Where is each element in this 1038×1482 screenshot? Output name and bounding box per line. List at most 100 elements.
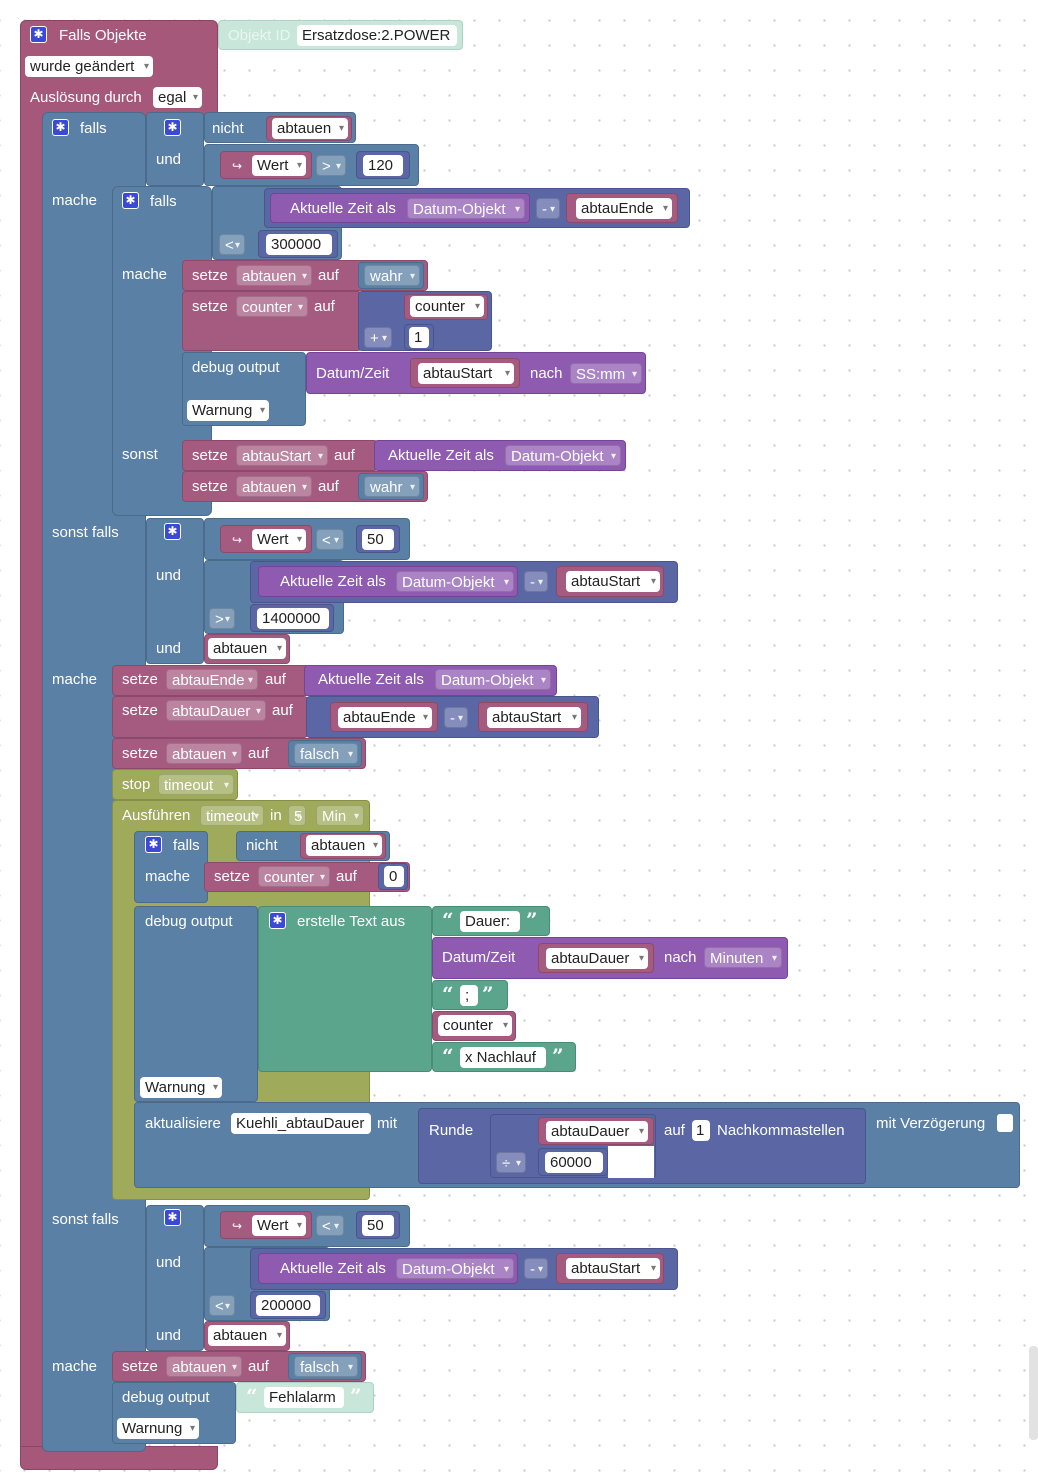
set7-bool-dd[interactable]: falsch — [294, 743, 358, 765]
elseif1-now-dd[interactable]: Datum-Objekt — [396, 571, 514, 593]
debug3-level-dd[interactable]: Warnung — [117, 1418, 199, 1439]
trigger-dropdown[interactable]: wurde geändert — [25, 56, 153, 77]
set4-bool-dd[interactable]: wahr — [364, 476, 420, 498]
set3-now-dd[interactable]: Datum-Objekt — [505, 445, 621, 467]
elseif2-now-dd[interactable]: Datum-Objekt — [396, 1258, 514, 1280]
text-counter-dd[interactable]: counter — [438, 1015, 512, 1036]
timeout-num-field[interactable]: 5 — [288, 805, 306, 827]
set2-var-dd[interactable]: counter — [236, 296, 308, 318]
elseif2-und1: und — [156, 1254, 182, 1271]
timeout-name-dd[interactable]: timeout — [200, 805, 264, 827]
set4-var-dd[interactable]: abtauen — [236, 476, 312, 498]
elseif1-num2-field[interactable]: 1400000 — [257, 608, 329, 629]
cond1-gear-icon[interactable]: ✱ — [164, 119, 181, 136]
timeout-in: in — [270, 807, 282, 824]
inner-if1-abtauende-dd[interactable]: abtauEnde — [576, 198, 672, 219]
elseif2-and-block[interactable] — [146, 1205, 204, 1351]
inner-if1-lt-dd[interactable]: < — [219, 234, 245, 256]
debug1-abtaustart-dd[interactable]: abtauStart — [418, 363, 514, 384]
cond1-and-block[interactable] — [146, 112, 204, 186]
set6-var-dd[interactable]: abtauDauer — [166, 700, 266, 722]
counter-plus-num[interactable]: 1 — [409, 327, 429, 348]
elseif1-wert-dd[interactable]: Wert — [252, 529, 306, 550]
debug2-level-dd[interactable]: Warnung — [140, 1077, 222, 1098]
divide-num-field[interactable]: 60000 — [545, 1152, 603, 1173]
set5-var-dd[interactable]: abtauEnde — [166, 669, 258, 691]
cond1-num-field[interactable]: 120 — [363, 155, 403, 176]
divide-abtaudauer-dd[interactable]: abtauDauer — [546, 1121, 648, 1142]
set1-setze: setze — [192, 267, 228, 284]
elseif2-num2-field[interactable]: 200000 — [256, 1295, 320, 1316]
counter-plus-op[interactable]: + — [364, 327, 392, 349]
timeout-if-block[interactable] — [134, 831, 208, 903]
text-abtaudauer-dd[interactable]: abtauDauer — [546, 948, 648, 969]
timeout-if-nicht: nicht — [246, 837, 278, 854]
elseif2-minus-dd[interactable]: - — [524, 1258, 548, 1280]
elseif2-label: sonst falls — [52, 1211, 119, 1228]
inner-if1-num-field[interactable]: 300000 — [266, 234, 332, 255]
set6-abtauende-dd[interactable]: abtauEnde — [338, 707, 432, 728]
timeout-if-gear-icon[interactable]: ✱ — [145, 836, 162, 853]
set9-bool-dd[interactable]: falsch — [294, 1356, 358, 1378]
set9-var-dd[interactable]: abtauen — [166, 1356, 242, 1378]
text-dauer-field[interactable]: Dauer: — [460, 911, 520, 932]
set8-setze: setze — [214, 868, 250, 885]
set8-var-dd[interactable]: counter — [258, 866, 330, 888]
update-delay-checkbox[interactable] — [997, 1114, 1013, 1132]
object-id-field[interactable]: Ersatzdose:2.POWER — [297, 25, 457, 46]
text-join-gear-icon[interactable]: ✱ — [269, 912, 286, 929]
main-if-gear-icon[interactable]: ✱ — [52, 119, 69, 136]
event-gear-icon[interactable]: ✱ — [30, 26, 47, 43]
elseif1-and-block[interactable] — [146, 518, 204, 664]
set7-var-dd[interactable]: abtauen — [166, 743, 242, 765]
stop-timeout-dd[interactable]: timeout — [158, 774, 234, 796]
inner-if1-falls: falls — [150, 193, 177, 210]
text-semicolon-field[interactable]: ; — [460, 985, 478, 1006]
set4-setze: setze — [192, 478, 228, 495]
update-state-field[interactable]: Kuehli_abtauDauer — [231, 1113, 371, 1134]
elseif1-abtaustart-dd[interactable]: abtauStart — [566, 571, 660, 592]
debug1-format-dd[interactable]: SS:mm — [570, 363, 642, 385]
elseif2-wert-dd[interactable]: Wert — [252, 1215, 306, 1236]
round-digits-field[interactable]: 1 — [692, 1120, 710, 1141]
text-format-dd[interactable]: Minuten — [704, 947, 782, 969]
elseif2-lt2-dd[interactable]: < — [209, 1295, 235, 1317]
debug1-level-dd[interactable]: Warnung — [187, 400, 269, 421]
text-fehlalarm-field[interactable]: Fehlalarm — [264, 1387, 344, 1408]
elseif1-minus-dd[interactable]: - — [524, 571, 548, 593]
elseif1-num-field[interactable]: 50 — [362, 529, 394, 550]
counter-plus-var-dd[interactable]: counter — [410, 296, 484, 317]
elseif2-gear-icon[interactable]: ✱ — [164, 1209, 181, 1226]
timeout-unit-dd[interactable]: Min — [316, 805, 364, 827]
elseif1-und1: und — [156, 567, 182, 584]
elseif1-gt-dd[interactable]: > — [209, 608, 235, 630]
elseif2-lt-dd[interactable]: < — [316, 1215, 344, 1237]
cond1-wert-dd[interactable]: Wert — [252, 155, 306, 176]
set6-minus-dd[interactable]: - — [444, 707, 468, 729]
divide-op-dd[interactable]: ÷ — [496, 1152, 526, 1174]
cond1-op-dd[interactable]: > — [316, 155, 346, 177]
elseif2-num-field[interactable]: 50 — [362, 1215, 394, 1236]
inner-if1-minus-dd[interactable]: - — [536, 198, 560, 220]
set1-var-dd[interactable]: abtauen — [236, 265, 312, 287]
set6-abtaustart-dd[interactable]: abtauStart — [487, 707, 581, 728]
set3-var-dd[interactable]: abtauStart — [236, 445, 328, 467]
elseif1-gear-icon[interactable]: ✱ — [164, 523, 181, 540]
set8-num-field[interactable]: 0 — [384, 866, 404, 887]
inner-if1-sonst-label: sonst — [122, 446, 158, 463]
cond1-abtauen-dd[interactable]: abtauen — [272, 118, 348, 139]
elseif1-lt-dd[interactable]: < — [316, 529, 344, 551]
vertical-scrollbar[interactable] — [1029, 1346, 1038, 1440]
debug2-block[interactable] — [134, 906, 258, 1102]
text-join-block[interactable] — [258, 906, 432, 1072]
elseif2-abtauen-dd[interactable]: abtauen — [208, 1325, 286, 1346]
timeout-if-abtauen-dd[interactable]: abtauen — [306, 835, 382, 856]
elseif2-abtaustart-dd[interactable]: abtauStart — [566, 1258, 660, 1279]
ausloesung-dropdown[interactable]: egal — [153, 87, 202, 108]
elseif1-abtauen-dd[interactable]: abtauen — [208, 638, 286, 659]
set1-bool-dd[interactable]: wahr — [364, 265, 420, 287]
text-nachlauf-field[interactable]: x Nachlauf — [460, 1047, 546, 1068]
inner-if1-now-dd[interactable]: Datum-Objekt — [407, 198, 525, 220]
inner-if1-gear-icon[interactable]: ✱ — [122, 192, 139, 209]
set5-now-dd[interactable]: Datum-Objekt — [435, 669, 551, 691]
